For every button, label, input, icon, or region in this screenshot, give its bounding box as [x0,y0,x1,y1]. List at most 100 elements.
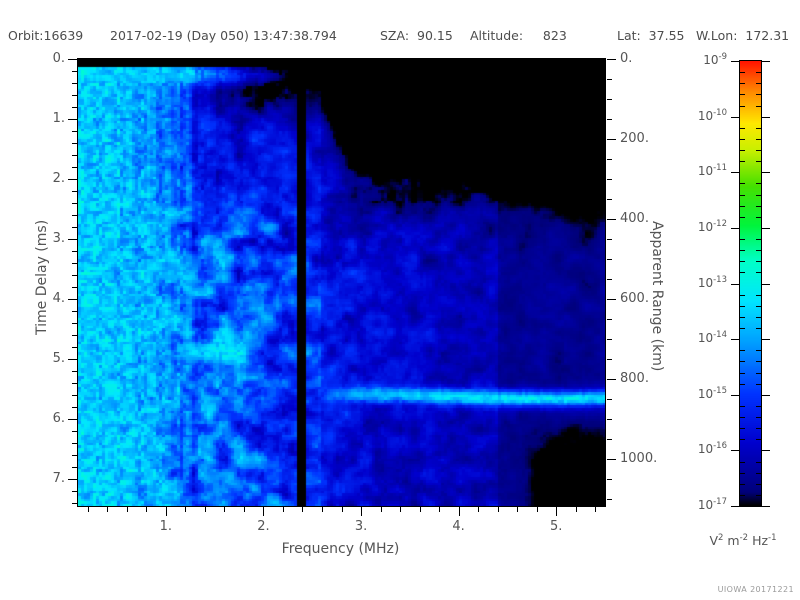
colorbar-minor-tick [740,328,745,329]
metadata-field-3: Altitude: 823 [470,28,567,43]
y-minor-tick [72,131,77,132]
colorbar-minor-tick [740,473,745,474]
x-minor-tick [381,507,382,512]
colorbar-minor-tick [756,106,761,107]
colorbar-major-tick [731,339,740,340]
colorbar-minor-tick [756,328,761,329]
colorbar-minor-tick [740,195,745,196]
colorbar-minor-tick [740,295,745,296]
colorbar-minor-tick [740,239,745,240]
x-tick-label-0: 1. [159,519,173,534]
y-minor-tick [72,167,77,168]
colorbar-major-tick [761,395,770,396]
colorbar-major-tick [761,339,770,340]
y2-tick-label-0: 0. [620,51,633,66]
colorbar-minor-tick [740,428,745,429]
colorbar-major-tick [761,117,770,118]
colorbar-major-tick [731,172,740,173]
colorbar-minor-tick [756,317,761,318]
colorbar-minor-tick [756,417,761,418]
y2-major-tick [607,459,616,460]
colorbar-major-tick [761,172,770,173]
colorbar-minor-tick [756,183,761,184]
y-major-tick [68,179,77,180]
y2-major-tick [607,219,616,220]
y-tick-label-1: 1. [52,111,65,126]
colorbar-minor-tick [740,384,745,385]
y-minor-tick [72,287,77,288]
colorbar-major-tick [761,450,770,451]
y-minor-tick [72,203,77,204]
metadata-field-2: SZA: 90.15 [380,28,453,43]
y-minor-tick [72,311,77,312]
colorbar-minor-tick [756,406,761,407]
colorbar-tick-label-4: 10-13 [697,274,727,290]
colorbar-gradient [740,61,761,506]
colorbar-minor-tick [756,428,761,429]
y-tick-label-0: 0. [52,51,65,66]
y-minor-tick [72,71,77,72]
colorbar-minor-tick [756,195,761,196]
y-minor-tick [72,215,77,216]
y2-minor-tick [607,259,612,260]
colorbar-minor-tick [740,373,745,374]
x-major-tick [556,507,557,516]
y2-minor-tick [607,79,612,80]
y2-minor-tick [607,499,612,500]
x-major-tick [166,507,167,516]
colorbar-major-tick [761,228,770,229]
x-minor-tick [595,507,596,512]
colorbar-tick-label-2: 10-11 [697,163,727,179]
y-axis-title: Time Delay (ms) [34,219,50,335]
colorbar-minor-tick [740,250,745,251]
colorbar-minor-tick [756,462,761,463]
y2-minor-tick [607,359,612,360]
x-minor-tick [205,507,206,512]
colorbar-minor-tick [756,361,761,362]
y-minor-tick [72,395,77,396]
colorbar-minor-tick [756,439,761,440]
y-tick-label-3: 3. [52,231,65,246]
y2-tick-label-5: 1000. [620,451,658,466]
y2-minor-tick [607,479,612,480]
x-minor-tick [322,507,323,512]
colorbar-minor-tick [756,139,761,140]
colorbar-minor-tick [740,406,745,407]
metadata-field-5: W.Lon: 172.31 [696,28,790,43]
colorbar-minor-tick [756,484,761,485]
y-minor-tick [72,143,77,144]
y-minor-tick [72,503,77,504]
colorbar-minor-tick [740,439,745,440]
colorbar-major-tick [731,395,740,396]
x-minor-tick [576,507,577,512]
colorbar-major-tick [731,506,740,507]
metadata-field-0: Orbit:16639 [8,28,84,43]
y2-minor-tick [607,279,612,280]
colorbar-minor-tick [756,239,761,240]
colorbar-minor-tick [756,473,761,474]
colorbar-minor-tick [740,183,745,184]
y2-minor-tick [607,159,612,160]
colorbar-minor-tick [756,250,761,251]
colorbar-minor-tick [756,495,761,496]
y2-minor-tick [607,439,612,440]
colorbar-major-tick [731,61,740,62]
x-minor-tick [498,507,499,512]
colorbar-major-tick [731,228,740,229]
x-minor-tick [517,507,518,512]
colorbar-minor-tick [740,350,745,351]
y-major-tick [68,479,77,480]
y2-tick-label-4: 800. [620,371,649,386]
colorbar-minor-tick [756,350,761,351]
colorbar-tick-label-1: 10-10 [697,107,727,123]
y-major-tick [68,59,77,60]
colorbar-minor-tick [756,295,761,296]
x-tick-label-3: 4. [452,519,465,534]
colorbar-minor-tick [756,72,761,73]
y2-minor-tick [607,339,612,340]
colorbar-minor-tick [740,417,745,418]
colorbar-major-tick [731,117,740,118]
y-minor-tick [72,443,77,444]
y2-tick-label-1: 200. [620,131,649,146]
colorbar-minor-tick [740,484,745,485]
